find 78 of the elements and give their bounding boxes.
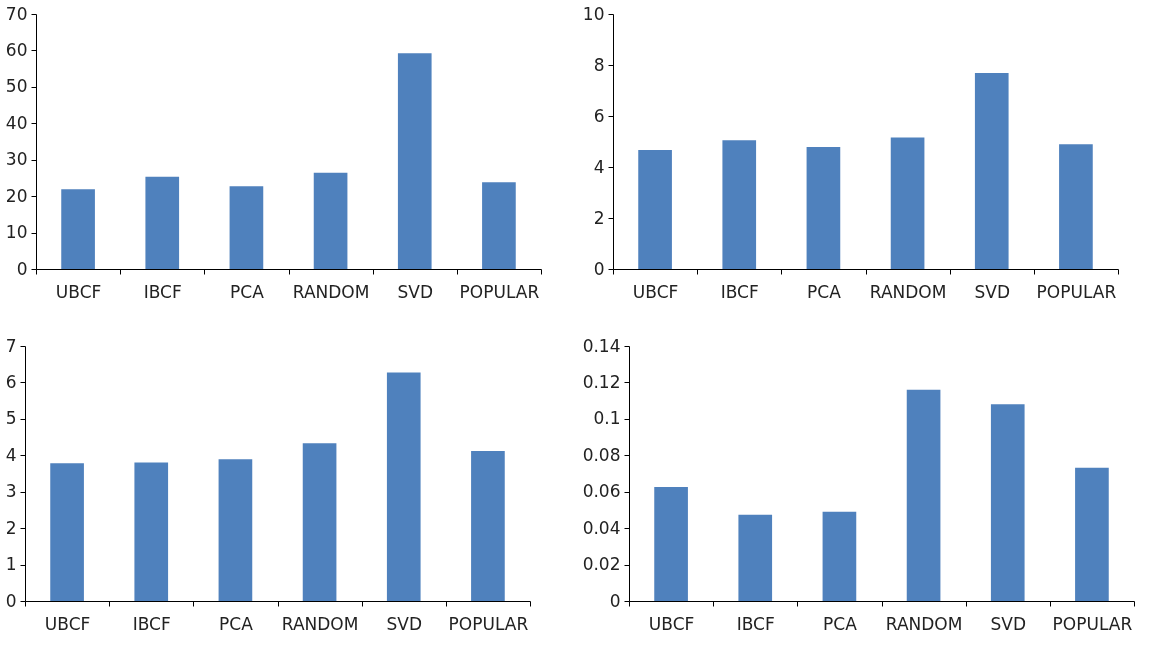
bar <box>722 140 757 269</box>
bar <box>990 404 1025 601</box>
x-tick-label: PCA <box>219 613 254 634</box>
x-tick-label: IBCF <box>736 613 775 634</box>
y-tick-label: 7 <box>5 335 17 356</box>
x-tick-label: RANDOM <box>869 281 947 302</box>
x-tick-label: SVD <box>386 613 423 634</box>
y-tick-label: 0.14 <box>582 335 621 356</box>
x-tick-label: IBCF <box>720 281 759 302</box>
x-tick-label: RANDOM <box>292 281 370 302</box>
y-tick-label: 6 <box>593 105 605 126</box>
x-tick-label: UBCF <box>632 281 679 302</box>
y-tick-label: 50 <box>5 76 28 97</box>
bar <box>61 189 95 269</box>
y-tick-label: 60 <box>5 39 28 60</box>
bar <box>906 389 941 601</box>
x-tick-label: PCA <box>807 281 842 302</box>
y-tick-label: 6 <box>5 371 17 392</box>
bar <box>313 172 348 269</box>
bar <box>134 462 169 601</box>
y-tick-label: 0.06 <box>582 481 621 502</box>
y-tick-label: 0.04 <box>582 517 621 538</box>
x-tick-label: SVD <box>990 613 1027 634</box>
y-tick-label: 0 <box>16 258 28 279</box>
bar <box>654 486 688 601</box>
bar <box>229 186 264 269</box>
bar <box>218 459 253 601</box>
x-tick-label: SVD <box>397 281 434 302</box>
y-tick-label: 10 <box>582 3 605 24</box>
x-tick-label: IBCF <box>132 613 171 634</box>
bar <box>1059 144 1093 269</box>
bar <box>50 463 84 601</box>
bar <box>145 176 180 269</box>
y-tick-label: 0 <box>5 590 17 611</box>
x-tick-label: POPULAR <box>459 281 540 302</box>
bar <box>890 137 925 269</box>
x-tick-label: POPULAR <box>1036 281 1117 302</box>
y-tick-label: 0.08 <box>582 444 621 465</box>
x-tick-label: UBCF <box>55 281 102 302</box>
y-tick-label: 0.1 <box>593 408 621 429</box>
x-tick-label: POPULAR <box>1052 613 1133 634</box>
bar <box>397 53 432 269</box>
bar <box>386 372 421 601</box>
x-tick-label: IBCF <box>143 281 182 302</box>
x-tick-label: PCA <box>823 613 858 634</box>
y-tick-label: 0.12 <box>582 371 621 392</box>
x-tick-label: PCA <box>230 281 265 302</box>
y-tick-label: 4 <box>593 156 605 177</box>
bar <box>822 511 857 601</box>
x-tick-label: POPULAR <box>448 613 529 634</box>
y-tick-label: 0 <box>593 258 605 279</box>
bar <box>302 443 337 601</box>
x-tick-label: UBCF <box>44 613 91 634</box>
y-tick-label: 20 <box>5 185 28 206</box>
bar <box>638 149 672 269</box>
bar <box>482 182 516 269</box>
x-tick-label: UBCF <box>648 613 695 634</box>
bar <box>738 514 773 601</box>
bar <box>1075 467 1109 601</box>
bar <box>974 72 1009 269</box>
x-tick-label: RANDOM <box>885 613 963 634</box>
y-tick-label: 10 <box>5 222 28 243</box>
y-tick-label: 0 <box>609 590 621 611</box>
x-tick-label: RANDOM <box>281 613 359 634</box>
y-tick-label: 0.02 <box>582 554 621 575</box>
y-tick-label: 40 <box>5 112 28 133</box>
y-tick-label: 5 <box>5 408 17 429</box>
x-tick-label: SVD <box>974 281 1011 302</box>
bar <box>471 450 505 601</box>
y-tick-label: 4 <box>5 444 17 465</box>
y-tick-label: 1 <box>5 554 17 575</box>
bar <box>806 147 841 269</box>
y-tick-label: 70 <box>5 3 28 24</box>
y-tick-label: 2 <box>5 517 17 538</box>
y-tick-label: 2 <box>593 207 605 228</box>
y-tick-label: 8 <box>593 54 605 75</box>
y-tick-label: 30 <box>5 149 28 170</box>
y-tick-label: 3 <box>5 481 17 502</box>
